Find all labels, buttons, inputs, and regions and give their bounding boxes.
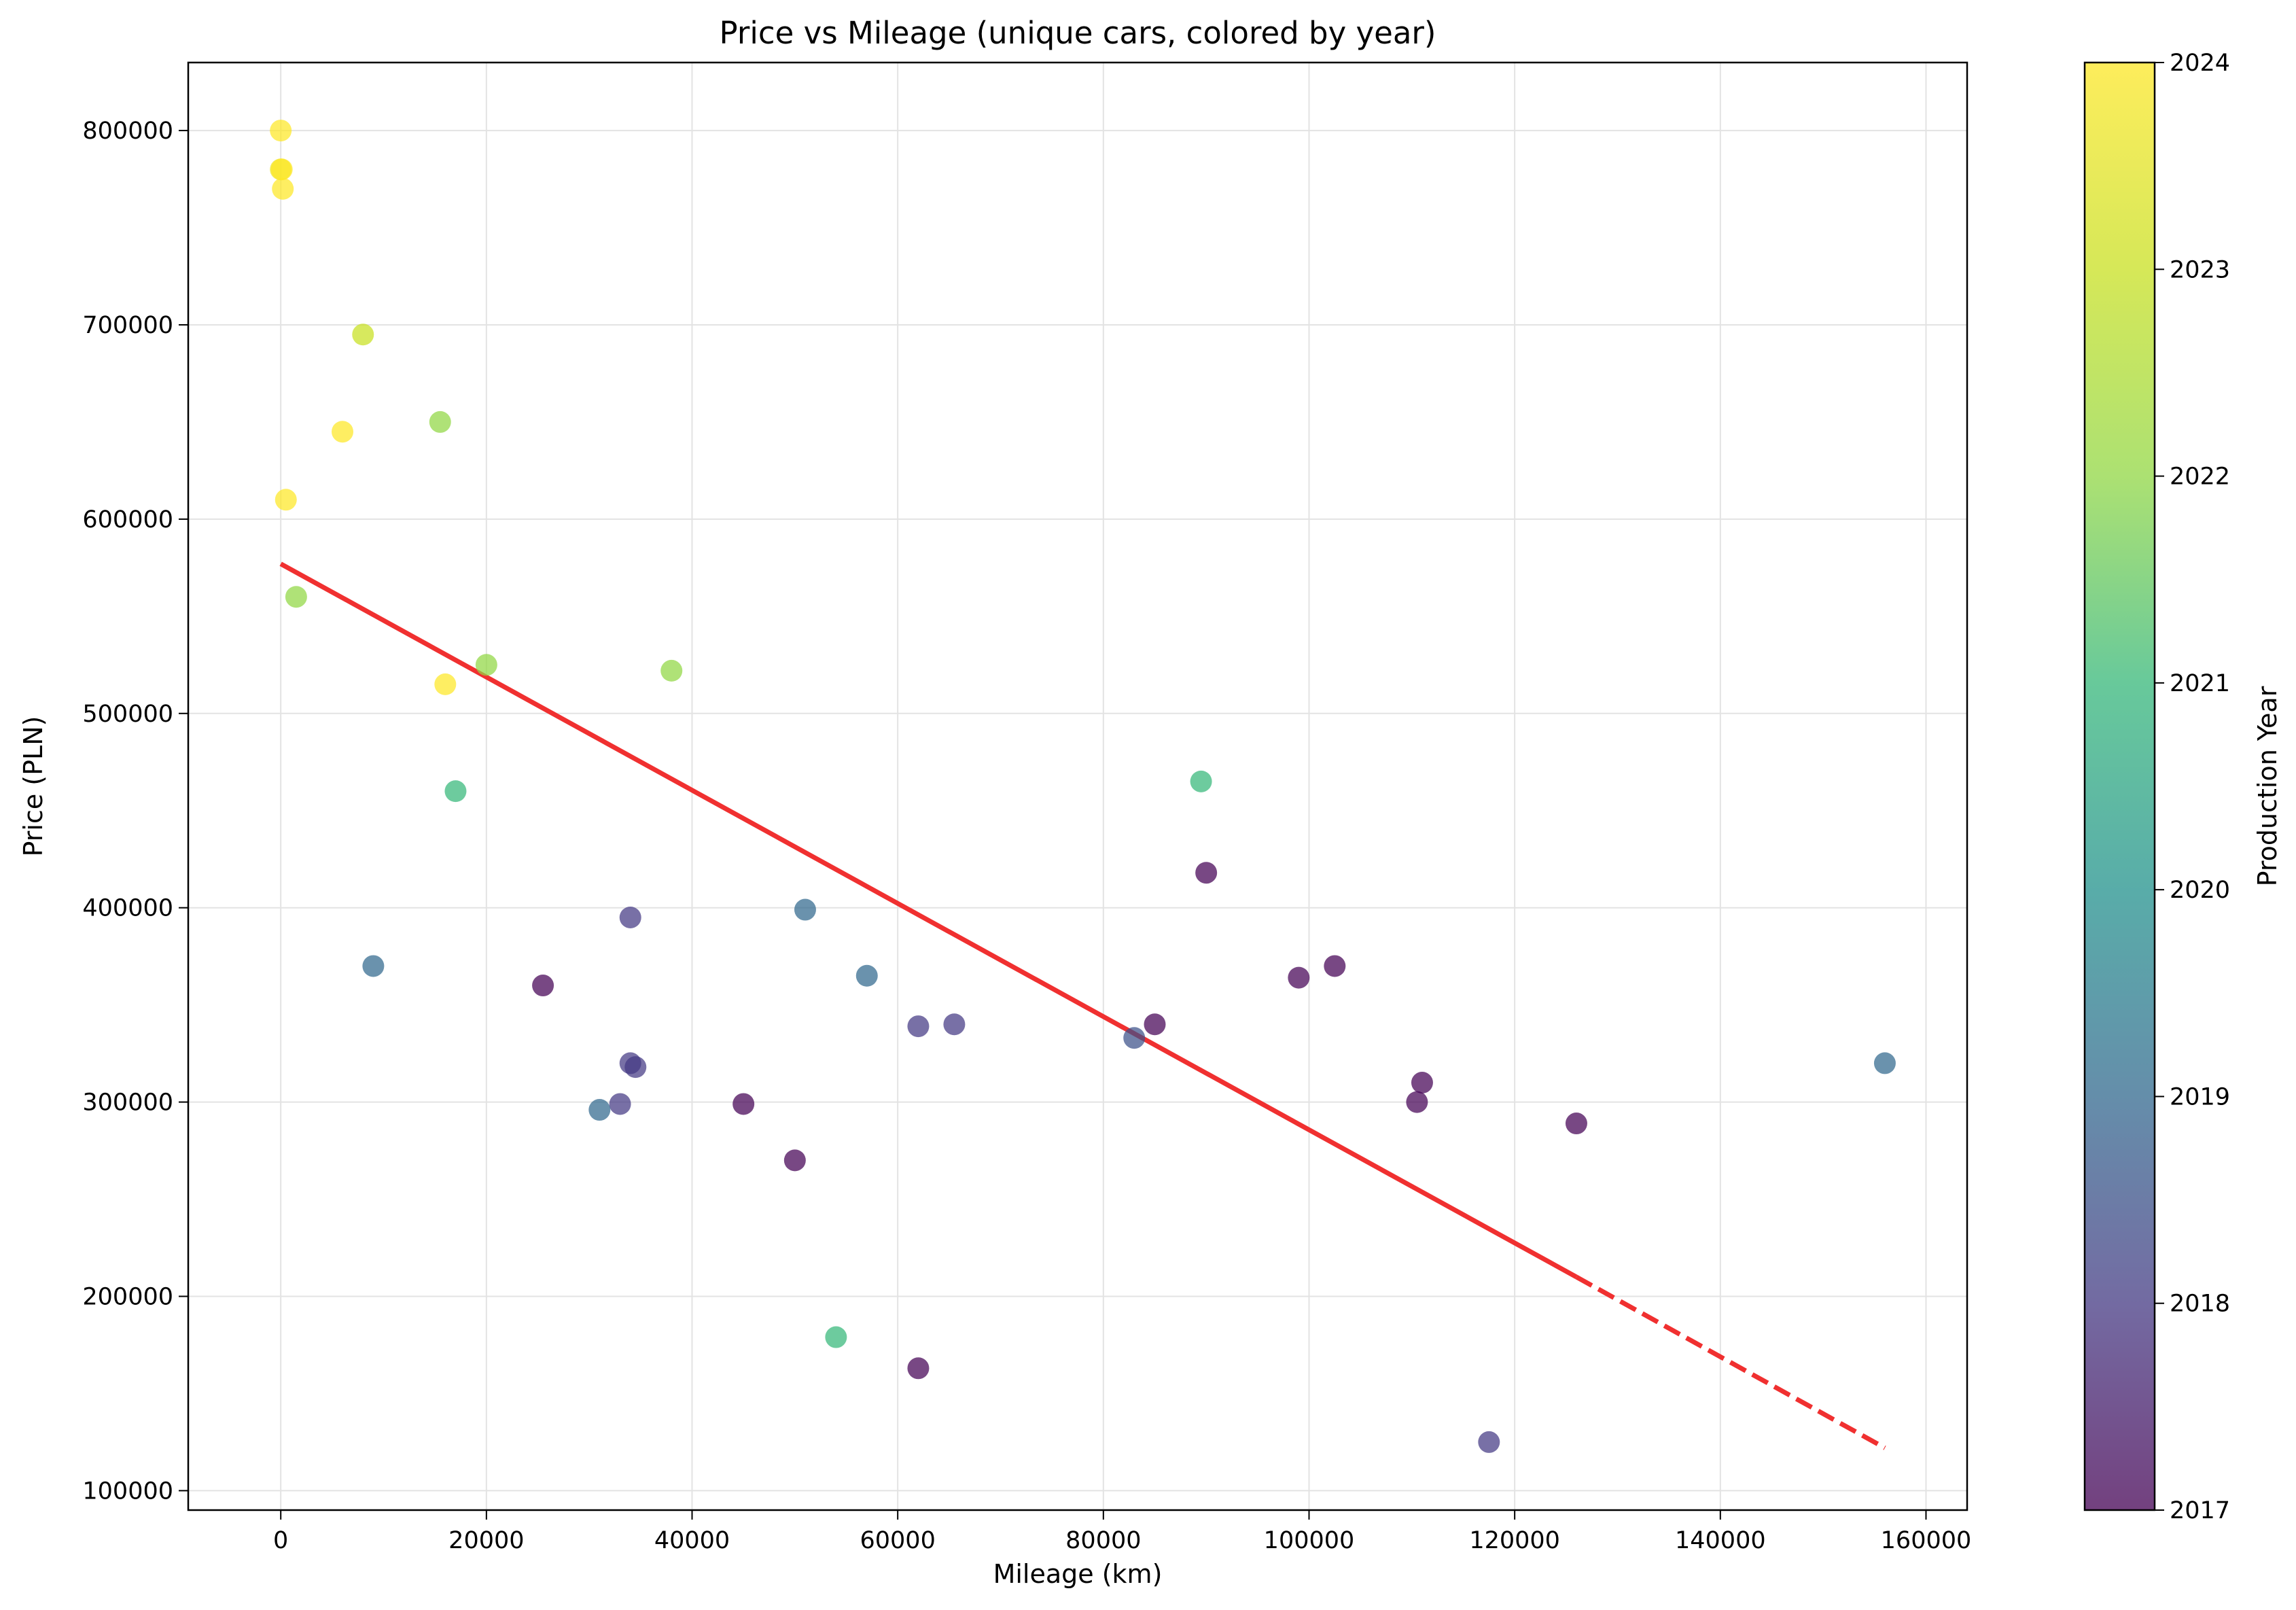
scatter-point — [444, 780, 467, 803]
scatter-point — [588, 1099, 611, 1121]
chart-title: Price vs Mileage (unique cars, colored b… — [720, 15, 1436, 51]
scatter-point — [1195, 862, 1218, 884]
y-tick-label: 100000 — [82, 1477, 173, 1505]
y-axis-ticks: 100000 200000 300000 400000 500000 600000 7000… — [82, 118, 188, 1505]
colorbar-tick-label: 2023 — [2170, 256, 2230, 283]
scatter-point — [285, 586, 307, 608]
y-tick-label: 600000 — [82, 506, 173, 533]
scatter-point — [825, 1326, 847, 1348]
scatter-point — [783, 1149, 806, 1172]
x-tick-label: 120000 — [1469, 1527, 1560, 1554]
grid-lines — [188, 63, 1967, 1510]
colorbar-tick-label: 2022 — [2170, 463, 2230, 491]
scatter-point — [475, 654, 497, 676]
colorbar-tick-label: 2021 — [2170, 670, 2230, 697]
scatter-point — [794, 898, 816, 921]
scatter-point — [1324, 955, 1346, 977]
x-tick-label: 80000 — [1065, 1527, 1141, 1554]
scatter-point — [352, 323, 374, 346]
x-tick-label: 100000 — [1264, 1527, 1355, 1554]
x-tick-label: 0 — [273, 1527, 288, 1554]
x-axis-ticks: 0 20000 40000 60000 80000 100000 120000 140000 1… — [273, 1510, 1971, 1554]
scatter-point — [275, 489, 297, 511]
scatter-point — [1478, 1431, 1500, 1453]
y-tick-label: 700000 — [82, 312, 173, 339]
trend-line-dashed — [1575, 1274, 1886, 1450]
scatter-point — [429, 410, 451, 433]
scatter-point — [1123, 1027, 1146, 1049]
y-tick-label: 800000 — [82, 118, 173, 145]
x-tick-label: 160000 — [1881, 1527, 1972, 1554]
scatter-point — [270, 120, 292, 142]
scatter-point — [619, 906, 641, 928]
y-tick-label: 300000 — [82, 1089, 173, 1117]
scatter-point — [1873, 1052, 1896, 1074]
scatter-point — [331, 421, 353, 443]
y-axis-label: Price (PLN) — [18, 716, 48, 857]
scatter-points — [270, 120, 1896, 1453]
colorbar-frame — [2083, 61, 2156, 1511]
scatter-point — [270, 158, 293, 181]
trend-line-group — [279, 561, 1886, 1450]
x-tick-label: 40000 — [654, 1527, 730, 1554]
plot-frame — [187, 61, 1968, 1511]
scatter-point — [1190, 770, 1212, 792]
scatter-point — [1288, 966, 1310, 989]
scatter-point — [624, 1056, 647, 1079]
trend-line-solid — [279, 561, 1578, 1279]
scatter-point — [855, 964, 878, 987]
scatter-point — [1565, 1113, 1587, 1135]
y-tick-label: 200000 — [82, 1284, 173, 1311]
x-tick-label: 60000 — [860, 1527, 936, 1554]
scatter-point — [609, 1093, 631, 1115]
colorbar-ticks: 2017 2018 2019 2020 2021 2022 2023 2024 — [2155, 50, 2230, 1524]
y-tick-label: 400000 — [82, 895, 173, 922]
x-tick-label: 140000 — [1675, 1527, 1766, 1554]
scatter-point — [532, 975, 554, 997]
scatter-point — [1411, 1072, 1433, 1094]
colorbar-tick-label: 2019 — [2170, 1083, 2230, 1110]
scatter-point — [272, 177, 294, 200]
x-axis-label: Mileage (km) — [993, 1559, 1163, 1589]
colorbar-tick-label: 2020 — [2170, 877, 2230, 904]
scatter-point — [943, 1013, 966, 1036]
scatter-point — [362, 955, 385, 977]
colorbar-tick-label: 2024 — [2170, 50, 2230, 77]
colorbar — [2085, 63, 2155, 1510]
scatter-point — [1144, 1013, 1166, 1036]
scatter-point — [732, 1093, 755, 1115]
scatter-point — [1406, 1091, 1428, 1113]
y-tick-label: 500000 — [82, 701, 173, 728]
scatter-point — [907, 1357, 930, 1380]
colorbar-tick-label: 2017 — [2170, 1497, 2230, 1524]
scatter-point — [434, 673, 457, 695]
colorbar-tick-label: 2018 — [2170, 1291, 2230, 1318]
colorbar-label: Production Year — [2253, 686, 2282, 886]
scatter-point — [660, 659, 683, 682]
x-tick-label: 20000 — [448, 1527, 524, 1554]
scatter-point — [907, 1015, 930, 1038]
